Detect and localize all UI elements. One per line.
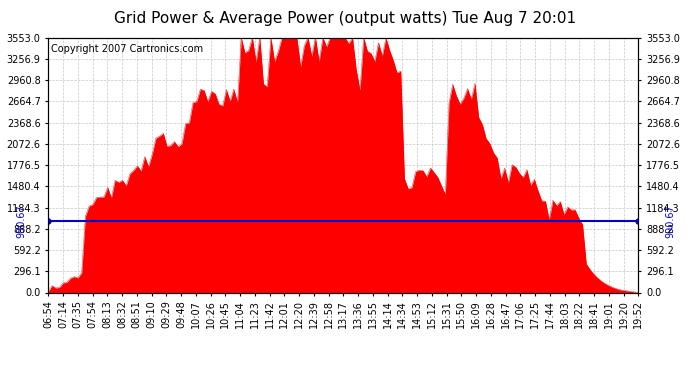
Text: Grid Power & Average Power (output watts) Tue Aug 7 20:01: Grid Power & Average Power (output watts… bbox=[114, 11, 576, 26]
Text: 990.67: 990.67 bbox=[666, 204, 676, 238]
Text: Copyright 2007 Cartronics.com: Copyright 2007 Cartronics.com bbox=[51, 44, 204, 54]
Text: 990.67: 990.67 bbox=[17, 204, 27, 238]
